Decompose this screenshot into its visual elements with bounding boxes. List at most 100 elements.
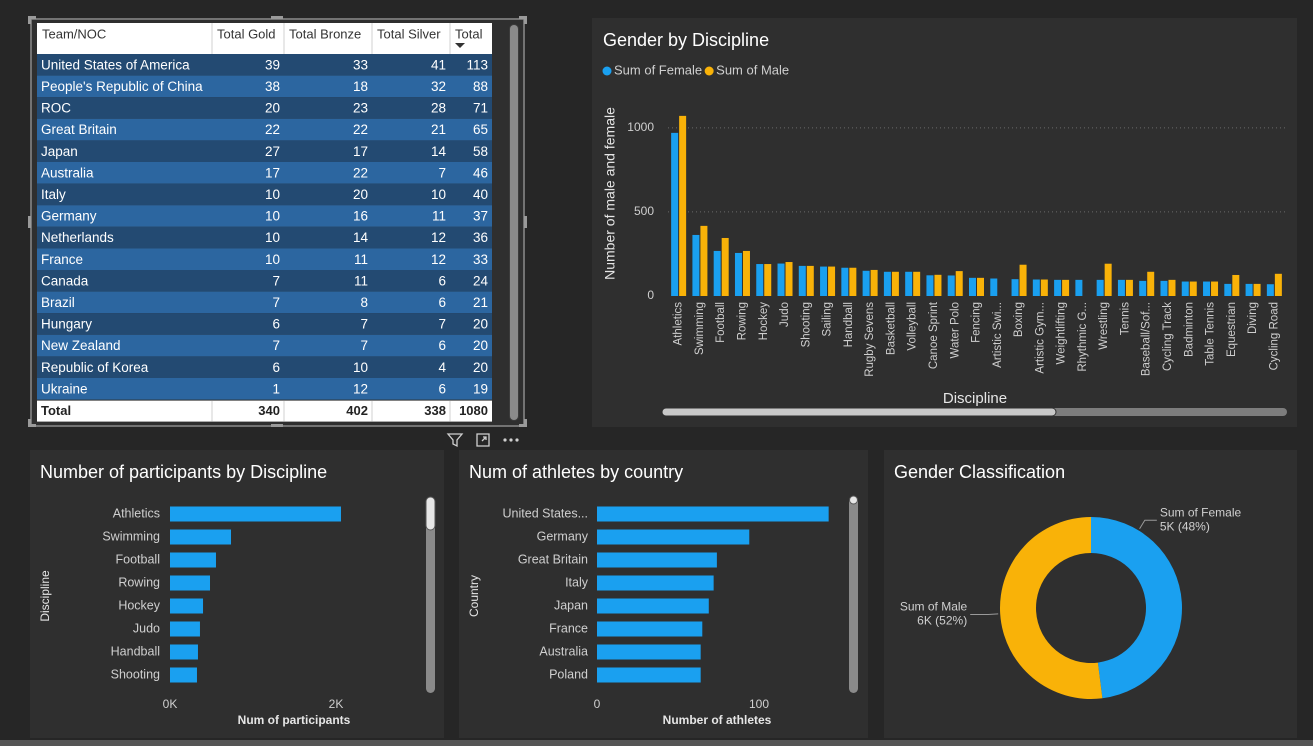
bar [170,598,204,614]
cell: 6 [438,338,446,353]
cell: 12 [353,381,368,396]
x-tick-label: Wrestling [1098,302,1110,350]
cell: 65 [473,122,488,137]
x-tick-label: Volleyball [907,302,919,351]
table-row-bg [37,313,492,335]
y-tick-label: 500 [634,204,654,218]
cell: 10 [431,187,446,202]
bar [1062,279,1070,296]
cell: 12 [431,252,446,267]
legend-label: Sum of Female [614,62,702,77]
x-axis-title: Number of athletes [663,713,772,727]
y-tick-label: France [549,621,588,635]
bar [1160,280,1168,296]
column-header: Total Gold [217,26,276,41]
bar [798,265,806,296]
table-scrollbar[interactable] [510,25,518,420]
x-tick-label: Rowing [736,302,748,340]
x-tick-label: Fencing [971,302,983,343]
cell: 11 [354,273,368,288]
bar [1224,283,1232,296]
more-options[interactable] [503,438,519,442]
y-tick-label: Handball [111,644,160,658]
h-scrollbar[interactable] [661,407,1057,417]
bar [597,621,703,637]
chart-title: Num of athletes by country [469,462,683,482]
athletes-scrollbar[interactable] [849,495,858,505]
x-tick-label: Table Tennis [1205,302,1217,366]
chart-title: Gender Classification [894,462,1065,482]
cell: 10 [353,360,368,375]
x-tick-label: Basketball [885,302,897,355]
table-row-bg [37,54,492,76]
focus-icon[interactable] [476,433,490,447]
cell: 20 [353,187,368,202]
table-row-bg [37,183,492,206]
slice-label: Sum of Female [1160,505,1242,519]
bar [170,529,232,545]
bar [1125,279,1133,296]
column-header: Total Silver [377,26,441,41]
bar [734,252,742,296]
frame-handles [28,16,527,427]
bar [1253,283,1261,296]
bar [1211,281,1219,296]
x-tick-label: Shooting [800,302,812,347]
table-row-bg [37,118,492,141]
bar [170,621,200,637]
total-cell: 402 [346,403,368,418]
x-tick-label: Weightlifting [1056,302,1068,364]
x-tick-label: 2K [329,697,344,711]
bar [713,250,721,296]
bar [1232,274,1240,296]
cell: Australia [41,165,94,180]
x-tick-label: Boxing [1013,302,1025,337]
x-tick-label: Rugby Sevens [864,302,876,377]
cell: 11 [432,209,446,224]
bar [170,644,198,660]
bar [597,598,709,614]
cell: 8 [360,295,368,310]
x-tick-label: Cycling Track [1162,302,1174,371]
table-row-bg [37,356,492,378]
total-cell: 338 [424,403,446,418]
bar [806,265,814,296]
x-tick-label: Football [715,302,727,343]
x-tick-label: Artistic Swi... [992,302,1004,368]
cell: 28 [431,101,446,116]
bar [597,506,829,522]
bar [1011,279,1019,296]
column-header: Total [455,26,483,41]
table-row-bg [37,75,492,98]
bar [1117,279,1125,296]
x-tick-label: Hockey [758,302,770,341]
participants-scrollbar[interactable] [425,496,436,531]
x-tick-label: Sailing [822,302,834,337]
cell: Germany [41,209,97,224]
cell: 71 [473,101,488,116]
x-axis-title: Num of participants [238,713,351,727]
y-tick-label: Judo [133,621,160,635]
cell: 37 [473,209,488,224]
cell: 46 [473,165,488,180]
cell: 22 [353,122,368,137]
cell: Ukraine [41,381,88,396]
cell: Brazil [41,295,75,310]
y-tick-label: Great Britain [518,552,588,566]
bar [1274,273,1282,296]
bar [721,237,729,296]
x-tick-label: Artistic Gym... [1034,302,1046,374]
cell: 6 [272,360,280,375]
x-tick-label: 0 [594,697,601,711]
table-row-bg [37,270,492,292]
bar [170,575,211,591]
cell: 38 [265,79,280,94]
x-tick-label: Baseball/Sof... [1141,302,1153,376]
cell: 20 [265,101,280,116]
filter-icon[interactable] [446,433,464,448]
y-tick-label: Shooting [111,667,160,681]
cell: 10 [265,230,280,245]
sort-indicator [455,43,465,48]
bar [1104,263,1112,296]
bar [597,644,701,660]
